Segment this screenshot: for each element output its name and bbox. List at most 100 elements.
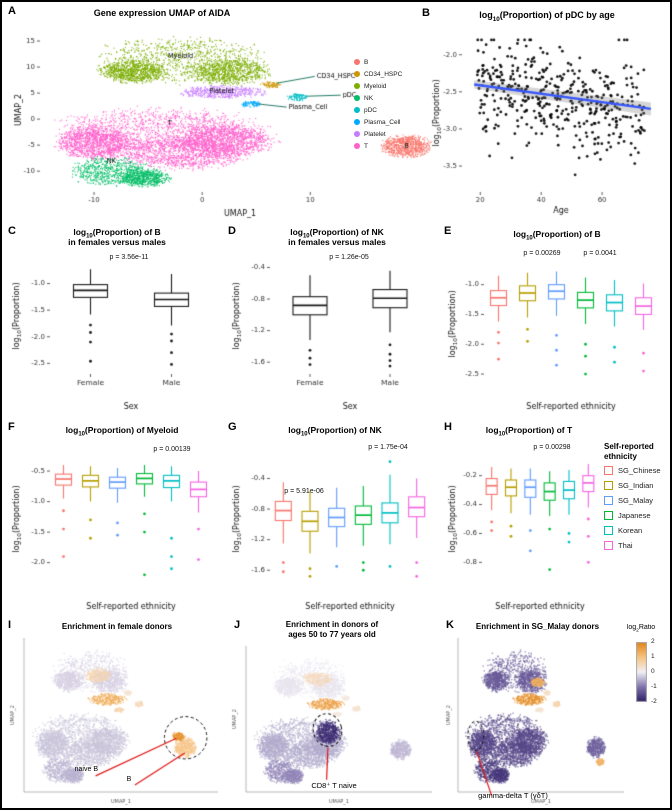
annotation-gamma-delta-t: gamma-delta T (γδT) <box>478 791 548 800</box>
colorbar-tick-neg2: -2 <box>651 698 657 705</box>
panel-letter-e: E <box>444 225 452 237</box>
title-sub: 10 <box>86 233 93 240</box>
panel-letter-j: J <box>234 619 241 631</box>
ethnicity-legend-title-line1: Self-reported <box>604 442 654 451</box>
title-text: log <box>288 425 301 435</box>
legend-swatch-sg-indian <box>604 480 613 490</box>
legend-label-plasma: Plasma_Cell <box>364 118 401 126</box>
legend-label-japanese: Japanese <box>618 510 651 520</box>
scatter-age-canvas <box>428 26 668 218</box>
title-text: log <box>479 10 493 20</box>
annotation-cd8-t-naive: CD8⁺ T naive <box>311 781 357 790</box>
panel-letter-b: B <box>422 7 430 19</box>
enrichment-age-canvas <box>230 642 438 806</box>
ethnicity-legend-title-line2: ethnicity <box>604 452 637 462</box>
title-text: (Proportion) of B <box>92 227 161 237</box>
panel-letter-k: K <box>446 619 454 631</box>
title-text: log <box>290 227 303 237</box>
legend-swatch-plasma <box>354 119 360 125</box>
legend-item-nk: NK <box>354 92 402 104</box>
boxplot-g-canvas <box>228 448 438 614</box>
panel-e-title: log10(Proportion) of B <box>462 229 652 243</box>
legend-label-t: T <box>364 142 368 150</box>
panel-letter-i: I <box>8 619 12 631</box>
title-sub: 10 <box>498 431 506 438</box>
legend-label-myeloid: Myeloid <box>364 82 387 90</box>
legend-item-t: T <box>354 140 402 152</box>
panel-letter-h: H <box>444 421 452 433</box>
legend-swatch-nk <box>354 95 360 101</box>
legend-label-cd34: CD34_HSPC <box>364 70 403 78</box>
title-sub: 10 <box>526 235 533 242</box>
title-text: (Proportion) of T <box>505 425 573 435</box>
legend-label-sg-chinese: SG_Chinese <box>618 465 661 475</box>
enrichment-malay-canvas <box>444 634 634 806</box>
ethnicity-legend: Self-reported ethnicity SG_Chinese SG_In… <box>604 442 661 553</box>
legend-item-japanese: Japanese <box>604 508 661 523</box>
legend-label-pdc: pDC <box>364 106 378 114</box>
legend-item-platelet: Platelet <box>354 128 402 140</box>
panel-letter-g: G <box>228 421 237 433</box>
panel-a-title: Gene expression UMAP of AIDA <box>93 8 231 18</box>
title-sub: 10 <box>78 431 85 438</box>
legend-swatch-myeloid <box>354 83 360 89</box>
title-text: Ratio <box>638 624 656 631</box>
pvalue-h: p = 0.00298 <box>502 444 602 451</box>
title-text: (Proportion) of NK <box>307 425 382 435</box>
legend-swatch-platelet <box>354 131 360 137</box>
title-text: (Proportion) of B <box>532 229 601 239</box>
panel-j-title-line2: ages 50 to 77 years old <box>288 630 376 639</box>
boxplot-h-canvas <box>444 448 604 614</box>
legend-item-sg-malay: SG_Malay <box>604 493 661 508</box>
colorbar-title: log2Ratio <box>608 624 670 634</box>
panel-c-title-line1: log10(Proportion) of B <box>32 227 202 241</box>
legend-swatch-thai <box>604 540 613 550</box>
legend-item-korean: Korean <box>604 523 661 538</box>
legend-item-cd34: CD34_HSPC <box>354 68 402 80</box>
panel-k-title: Enrichment in SG_Malay donors <box>475 622 600 631</box>
panel-letter-f: F <box>8 421 15 433</box>
panel-f-title: log10(Proportion) of Myeloid <box>32 425 212 439</box>
panel-d-title-line2: in females versus males <box>288 237 386 247</box>
panel-j-title-line1: Enrichment in donors of <box>285 620 379 629</box>
legend-swatch-cd34 <box>354 71 360 77</box>
title-text: log <box>513 229 527 239</box>
boxplot-d-canvas <box>228 252 438 414</box>
annotation-naive-b: naive B <box>74 766 98 773</box>
colorbar-tick-2: 2 <box>651 638 655 645</box>
panel-d-title-line1: log10(Proportion) of NK <box>252 227 422 241</box>
legend-label-nk: NK <box>364 94 374 102</box>
title-text: (Proportion) of Myeloid <box>84 425 179 435</box>
legend-swatch-t <box>354 143 360 149</box>
legend-label-thai: Thai <box>618 540 633 550</box>
legend-label-sg-malay: SG_Malay <box>618 495 654 505</box>
title-sub: 10 <box>303 233 310 240</box>
title-text: log <box>73 227 87 237</box>
legend-item-myeloid: Myeloid <box>354 80 402 92</box>
title-sub: 10 <box>492 15 500 23</box>
legend-label-b: B <box>364 58 369 66</box>
legend-swatch-korean <box>604 525 613 535</box>
boxplot-f-canvas <box>8 448 222 614</box>
colorbar-tick-1: 1 <box>651 653 655 660</box>
panel-letter-c: C <box>8 225 16 237</box>
panel-g-title: log10(Proportion) of NK <box>250 425 420 439</box>
colorbar-gradient <box>636 642 647 702</box>
colorbar-tick-neg1: -1 <box>651 683 657 690</box>
legend-swatch-pdc <box>354 107 360 113</box>
legend-item-thai: Thai <box>604 538 661 553</box>
title-text: (Proportion) of NK <box>309 227 384 237</box>
title-text: log <box>65 425 79 435</box>
panel-h-title: log10(Proportion) of T <box>454 425 604 439</box>
legend-item-sg-chinese: SG_Chinese <box>604 463 661 478</box>
panel-i-title: Enrichment in female donors <box>61 622 173 631</box>
boxplot-c-canvas <box>8 252 222 414</box>
title-text: log <box>485 425 499 435</box>
panel-letter-a: A <box>8 5 16 17</box>
annotation-b: B <box>126 776 132 783</box>
pvalue-g-2: p = 1.75e-04 <box>338 444 438 451</box>
title-sub: 2 <box>636 628 639 634</box>
title-sub: 10 <box>301 431 308 438</box>
panel-b-title: log10(Proportion) of pDC by age <box>442 10 652 23</box>
